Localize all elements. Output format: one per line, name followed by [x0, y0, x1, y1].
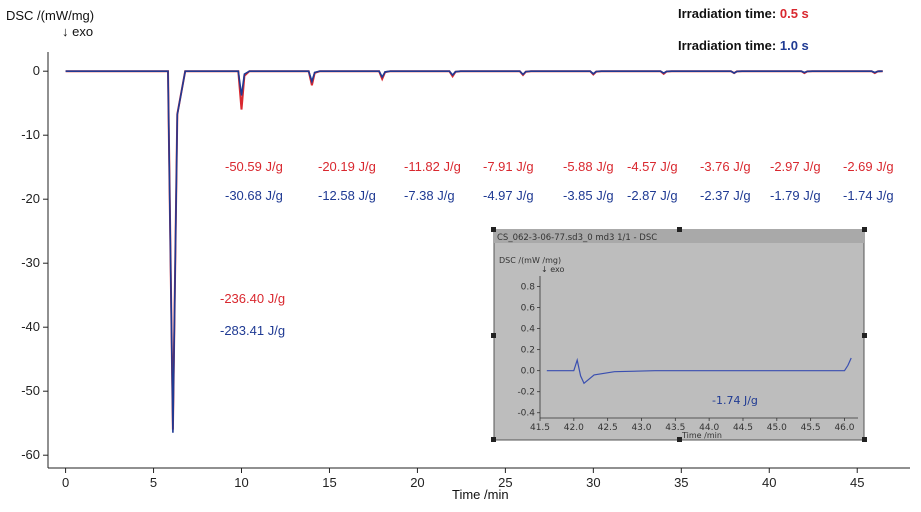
inset-handle-ml	[491, 333, 496, 338]
peak-annotation-blue-2: -7.38 J/g	[404, 188, 455, 203]
peak-annotation-red-8: -2.69 J/g	[843, 159, 894, 174]
inset-x-tick-label-6: 44.5	[733, 423, 753, 433]
series-group	[65, 70, 883, 433]
peak-annotation-red-3: -7.91 J/g	[483, 159, 534, 174]
x-tick-label-4: 20	[410, 475, 424, 490]
y-axis-label: DSC /(mW/mg)	[6, 8, 94, 23]
inset-x-tick-label-4: 43.5	[665, 423, 685, 433]
peak-annotation-blue-5: -2.87 J/g	[627, 188, 678, 203]
y-tick-label-1: -10	[21, 127, 40, 142]
legend-value-1: 1.0 s	[780, 38, 809, 53]
inset-y-tick-label-2: 0.4	[521, 325, 536, 335]
peak-annotation-red-5: -4.57 J/g	[627, 159, 678, 174]
inset-window: CS_062-3-06-77.sd3_0 md3 1/1 - DSC DSC /…	[491, 227, 867, 442]
main-peak-blue-label: -283.41 J/g	[220, 323, 285, 338]
x-tick-label-5: 25	[498, 475, 512, 490]
x-axis-label: Time /min	[452, 487, 509, 502]
y-axis-exo-label: ↓ exo	[62, 24, 93, 39]
inset-handle-mr	[862, 333, 867, 338]
inset-x-tick-group: 41.5 42.0 42.5 43.0 43.5 44.0 44.5 45.0 45.5 46.0	[530, 418, 855, 433]
inset-x-tick-label-8: 45.5	[801, 423, 821, 433]
inset-annotation: -1.74 J/g	[712, 394, 758, 407]
inset-handle-tm	[677, 227, 682, 232]
inset-y-tick-group: 0.8 0.6 0.4 0.2 0.0 -0.2 -0.4	[517, 283, 540, 419]
inset-frame	[493, 229, 865, 441]
series-line-1	[65, 70, 883, 433]
peak-annotation-blue-8: -1.74 J/g	[843, 188, 894, 203]
inset-x-tick-label-3: 43.0	[631, 423, 651, 433]
inset-handle-tl	[491, 227, 496, 232]
inset-trace	[546, 357, 852, 385]
x-tick-label-0: 0	[62, 475, 69, 490]
peak-annotation-blue-3: -4.97 J/g	[483, 188, 534, 203]
annotation-group: -50.59 J/g -20.19 J/g -11.82 J/g -7.91 J/g -…	[225, 159, 894, 203]
peak-annotation-blue-1: -12.58 J/g	[318, 188, 376, 203]
peak-annotation-red-0: -50.59 J/g	[225, 159, 283, 174]
peak-annotation-blue-6: -2.37 J/g	[700, 188, 751, 203]
inset-handle-tr	[862, 227, 867, 232]
peak-annotation-blue-4: -3.85 J/g	[563, 188, 614, 203]
peak-annotation-red-2: -11.82 J/g	[404, 159, 461, 174]
inset-x-tick-label-1: 42.0	[564, 423, 584, 433]
y-tick-label-3: -30	[21, 255, 40, 270]
legend-label-1: Irradiation time:	[678, 38, 780, 53]
inset-handle-bl	[491, 437, 496, 442]
y-tick-label-5: -50	[21, 383, 40, 398]
y-tick-group: 0 -10 -20 -30 -40 -50 -60	[21, 63, 48, 462]
inset-handle-bm	[677, 437, 682, 442]
y-tick-label-0: 0	[33, 63, 40, 78]
x-tick-label-8: 40	[762, 475, 776, 490]
inset-y-tick-label-6: -0.4	[517, 409, 535, 419]
inset-x-tick-label-9: 46.0	[834, 423, 854, 433]
x-tick-label-1: 5	[150, 475, 157, 490]
y-tick-label-6: -60	[21, 447, 40, 462]
main-peak-red-label: -236.40 J/g	[220, 291, 285, 306]
inset-x-tick-label-5: 44.0	[699, 423, 719, 433]
inset-y-tick-label-3: 0.2	[521, 346, 535, 356]
inset-y-exo-label: ↓ exo	[541, 265, 565, 274]
inset-y-tick-label-1: 0.6	[521, 304, 536, 314]
legend-item-0: Irradiation time: 0.5 s	[678, 6, 809, 21]
legend-label-0: Irradiation time:	[678, 6, 780, 21]
inset-x-tick-label-0: 41.5	[530, 423, 550, 433]
inset-y-axis-label: DSC /(mW /mg)	[499, 256, 561, 265]
x-tick-label-7: 35	[674, 475, 688, 490]
inset-y-tick-label-5: -0.2	[517, 388, 535, 398]
peak-annotation-blue-7: -1.79 J/g	[770, 188, 821, 203]
x-tick-label-2: 10	[234, 475, 248, 490]
inset-x-tick-label-2: 42.5	[598, 423, 618, 433]
x-tick-label-3: 15	[322, 475, 336, 490]
legend-item-1: Irradiation time: 1.0 s	[678, 38, 809, 53]
x-tick-group: 0 5 10 15 20 25 30 35 40 45	[62, 468, 864, 490]
y-tick-label-2: -20	[21, 191, 40, 206]
peak-annotation-red-7: -2.97 J/g	[770, 159, 821, 174]
y-tick-label-4: -40	[21, 319, 40, 334]
inset-y-tick-label-4: 0.0	[521, 367, 536, 377]
x-tick-label-6: 30	[586, 475, 600, 490]
peak-annotation-red-4: -5.88 J/g	[563, 159, 614, 174]
peak-annotation-red-6: -3.76 J/g	[700, 159, 751, 174]
inset-handle-br	[862, 437, 867, 442]
legend-value-0: 0.5 s	[780, 6, 809, 21]
peak-annotation-red-1: -20.19 J/g	[318, 159, 376, 174]
peak-annotation-blue-0: -30.68 J/g	[225, 188, 283, 203]
inset-titlebar	[494, 230, 864, 243]
inset-title: CS_062-3-06-77.sd3_0 md3 1/1 - DSC	[497, 233, 657, 243]
inset-x-axis-label: Time /min	[681, 431, 722, 440]
inset-y-tick-label-0: 0.8	[521, 283, 536, 293]
inset-x-tick-label-7: 45.0	[767, 423, 787, 433]
x-tick-label-9: 45	[850, 475, 864, 490]
